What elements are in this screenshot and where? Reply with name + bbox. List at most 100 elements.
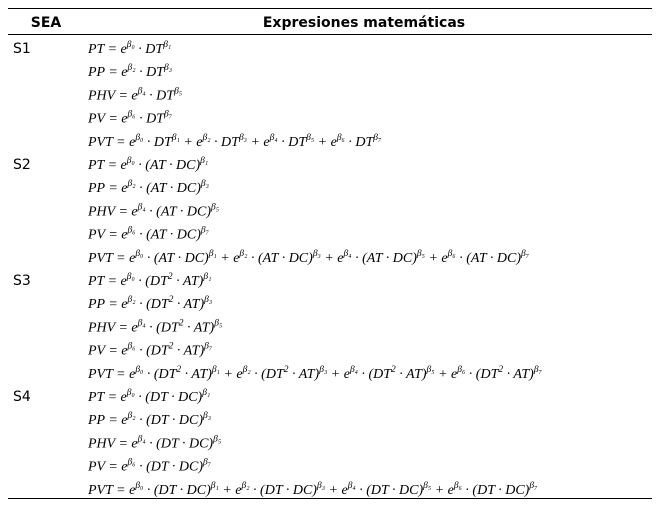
formula-text: PVT = e bbox=[87, 135, 135, 150]
superscript: β₇ bbox=[202, 458, 212, 468]
superscript: β₆ bbox=[453, 481, 462, 491]
formula-text: · (DT · DC) bbox=[356, 483, 424, 498]
superscript: 2 bbox=[168, 272, 173, 282]
formula-text: · (DT bbox=[251, 367, 285, 382]
formula-text: · DT bbox=[136, 112, 166, 127]
formula-text: · (DT · DC) bbox=[136, 460, 204, 475]
formula: PVT = eβ₀ · (DT2 · AT)β₁ + eβ₂ · (DT2 · … bbox=[87, 365, 543, 382]
formula-text: + e bbox=[321, 251, 344, 266]
superscript: β₆ bbox=[336, 133, 345, 143]
formula-text: + e bbox=[435, 367, 458, 382]
formula: PHV = eβ₄ · DTβ₅ bbox=[87, 86, 182, 103]
superscript: β₂ bbox=[127, 411, 137, 421]
formula-text: PV = e bbox=[87, 344, 128, 359]
formula-text: · DT bbox=[136, 65, 166, 80]
superscript: β₅ bbox=[213, 318, 222, 328]
formula-text: + e bbox=[314, 135, 337, 150]
superscript: β₁ bbox=[210, 481, 219, 491]
superscript: β₇ bbox=[520, 249, 530, 259]
formula-text: · DT bbox=[146, 88, 176, 103]
superscript: β₃ bbox=[238, 133, 247, 143]
formula: PP = eβ₂ · DTβ₃ bbox=[87, 63, 172, 80]
superscript: β₃ bbox=[163, 63, 172, 73]
superscript: β₃ bbox=[203, 295, 212, 305]
formula-text: · (DT · DC) bbox=[136, 413, 204, 428]
formula: PP = eβ₂ · (DT · DC)β₃ bbox=[87, 411, 211, 428]
formula-text: · AT) bbox=[183, 320, 214, 335]
group-label: S4 bbox=[13, 389, 31, 405]
formula-text: + e bbox=[247, 135, 270, 150]
superscript: 2 bbox=[179, 318, 184, 328]
superscript: β₀ bbox=[126, 40, 135, 50]
superscript: β₂ bbox=[201, 133, 211, 143]
superscript: β₀ bbox=[126, 272, 135, 282]
superscript: β₇ bbox=[163, 110, 173, 120]
formula-text: · DT bbox=[143, 135, 173, 150]
group-label: S3 bbox=[13, 273, 31, 289]
superscript: β₃ bbox=[202, 411, 211, 421]
header-cell: Expresiones matemáticas bbox=[263, 15, 465, 31]
formula: PV = eβ₆ · (DT2 · AT)β₇ bbox=[87, 342, 213, 359]
superscript: β₀ bbox=[134, 481, 143, 491]
formula-text: + e bbox=[220, 367, 243, 382]
superscript: β₀ bbox=[134, 133, 143, 143]
superscript: β₂ bbox=[127, 295, 137, 305]
superscript: β₂ bbox=[241, 481, 251, 491]
formula-text: PT = e bbox=[87, 158, 127, 173]
formula-text: + e bbox=[327, 367, 350, 382]
formula-text: · (DT · DC) bbox=[135, 390, 203, 405]
formula-text: · (DT · DC) bbox=[143, 483, 211, 498]
formula-text: + e bbox=[431, 483, 454, 498]
superscript: β₅ bbox=[416, 249, 425, 259]
superscript: β₇ bbox=[200, 226, 210, 236]
superscript: β₇ bbox=[533, 365, 543, 375]
superscript: β₄ bbox=[347, 481, 356, 491]
formula-text: · (DT · DC) bbox=[250, 483, 318, 498]
superscript: β₂ bbox=[127, 179, 137, 189]
formula-text: · (DT bbox=[358, 367, 392, 382]
formula-text: · (DT · DC) bbox=[146, 436, 214, 451]
superscript: β₄ bbox=[349, 365, 358, 375]
formula-text: · AT) bbox=[181, 367, 212, 382]
formula-text: · (AT · DC) bbox=[247, 251, 313, 266]
superscript: β₃ bbox=[316, 481, 325, 491]
formula: PT = eβ₀ · (DT · DC)β₁ bbox=[87, 388, 210, 405]
formula-text: · (AT · DC) bbox=[136, 228, 202, 243]
formula-text: PP = e bbox=[87, 181, 128, 196]
superscript: β₇ bbox=[372, 133, 382, 143]
superscript: β₄ bbox=[137, 434, 146, 444]
formula-text: · (DT bbox=[136, 344, 170, 359]
formula: PT = eβ₀ · (AT · DC)β₁ bbox=[87, 156, 208, 173]
superscript: β₂ bbox=[238, 249, 248, 259]
formula: PV = eβ₆ · (AT · DC)β₇ bbox=[87, 226, 210, 243]
superscript: β₁ bbox=[211, 365, 220, 375]
group-label: S1 bbox=[13, 41, 31, 57]
superscript: β₄ bbox=[137, 202, 146, 212]
superscript: β₆ bbox=[456, 365, 465, 375]
formula-text: PHV = e bbox=[87, 320, 138, 335]
formula-text: PVT = e bbox=[87, 251, 135, 266]
formula-text: PV = e bbox=[87, 460, 128, 475]
superscript: β₅ bbox=[305, 133, 314, 143]
superscript: β₅ bbox=[212, 434, 221, 444]
superscript: β₄ bbox=[137, 318, 146, 328]
formula-text: PP = e bbox=[87, 413, 128, 428]
formula-text: PHV = e bbox=[87, 204, 138, 219]
superscript: β₃ bbox=[200, 179, 209, 189]
formula-text: PT = e bbox=[87, 274, 127, 289]
formula-text: · (AT · DC) bbox=[456, 251, 522, 266]
formula: PHV = eβ₄ · (DT · DC)β₅ bbox=[87, 434, 221, 451]
formula-text: · (DT bbox=[143, 367, 177, 382]
superscript: β₆ bbox=[127, 226, 136, 236]
superscript: β₀ bbox=[134, 249, 143, 259]
formula-text: · DT bbox=[211, 135, 241, 150]
formula-text: PHV = e bbox=[87, 436, 138, 451]
formula: PT = eβ₀ · DTβ₁ bbox=[87, 40, 171, 57]
superscript: β₄ bbox=[269, 133, 278, 143]
formula-text: + e bbox=[425, 251, 448, 266]
formula-text: · DT bbox=[278, 135, 308, 150]
formula-text: PT = e bbox=[87, 390, 127, 405]
superscript: β₀ bbox=[134, 365, 143, 375]
formula-text: + e bbox=[219, 483, 242, 498]
